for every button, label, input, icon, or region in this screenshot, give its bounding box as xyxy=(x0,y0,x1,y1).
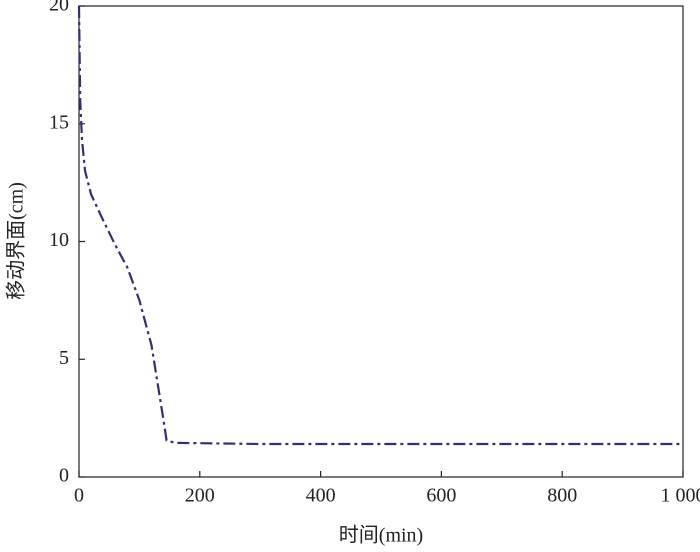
y-tick-label: 15 xyxy=(49,111,69,133)
plot-frame xyxy=(78,5,684,478)
y-tick-label: 20 xyxy=(49,0,69,16)
x-axis-label: 时间(min) xyxy=(339,524,423,547)
x-tick-label: 0 xyxy=(74,485,84,507)
y-tick-label: 5 xyxy=(59,347,69,369)
x-tick-label: 800 xyxy=(547,485,577,507)
data-line xyxy=(77,5,683,446)
x-tick-label: 200 xyxy=(185,485,215,507)
x-tick-label: 600 xyxy=(426,485,456,507)
y-tick-label: 0 xyxy=(59,465,69,487)
x-tick-label: 1 000 xyxy=(661,485,700,507)
y-tick-label: 10 xyxy=(49,229,69,251)
y-axis-label: 移动界面(cm) xyxy=(5,182,28,300)
x-tick-label: 400 xyxy=(306,485,336,507)
